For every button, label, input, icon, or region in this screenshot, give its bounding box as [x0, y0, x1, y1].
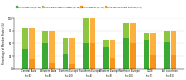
Bar [22, 28, 28, 48]
Bar [150, 33, 156, 55]
Bar [63, 54, 68, 69]
Bar [63, 38, 68, 54]
Bar [83, 18, 89, 44]
Y-axis label: Percentage of Member States (%): Percentage of Member States (%) [2, 23, 6, 64]
Bar [83, 44, 89, 69]
Bar [144, 40, 149, 69]
Bar [164, 42, 169, 69]
Bar [150, 55, 156, 69]
Bar [171, 31, 176, 55]
Bar [42, 44, 48, 69]
Bar [110, 58, 116, 69]
Bar [49, 63, 55, 69]
Bar [22, 48, 28, 69]
Bar [103, 46, 109, 69]
Bar [42, 31, 48, 44]
Bar [130, 23, 136, 44]
Bar [123, 23, 129, 38]
Bar [164, 31, 169, 42]
Bar [90, 44, 95, 69]
Bar [69, 64, 75, 69]
Bar [110, 40, 116, 58]
Bar [123, 38, 129, 69]
Bar [171, 55, 176, 69]
Bar [130, 44, 136, 69]
Bar [29, 59, 35, 69]
Bar [90, 18, 95, 44]
Legend: Group does CAN (n=28), CAN in digital health Strategy (n=46), Group does NC (n=1: Group does CAN (n=28), CAN in digital he… [15, 5, 143, 9]
Bar [29, 28, 35, 59]
Bar [103, 40, 109, 46]
Bar [144, 33, 149, 40]
Bar [49, 31, 55, 63]
Bar [69, 38, 75, 64]
